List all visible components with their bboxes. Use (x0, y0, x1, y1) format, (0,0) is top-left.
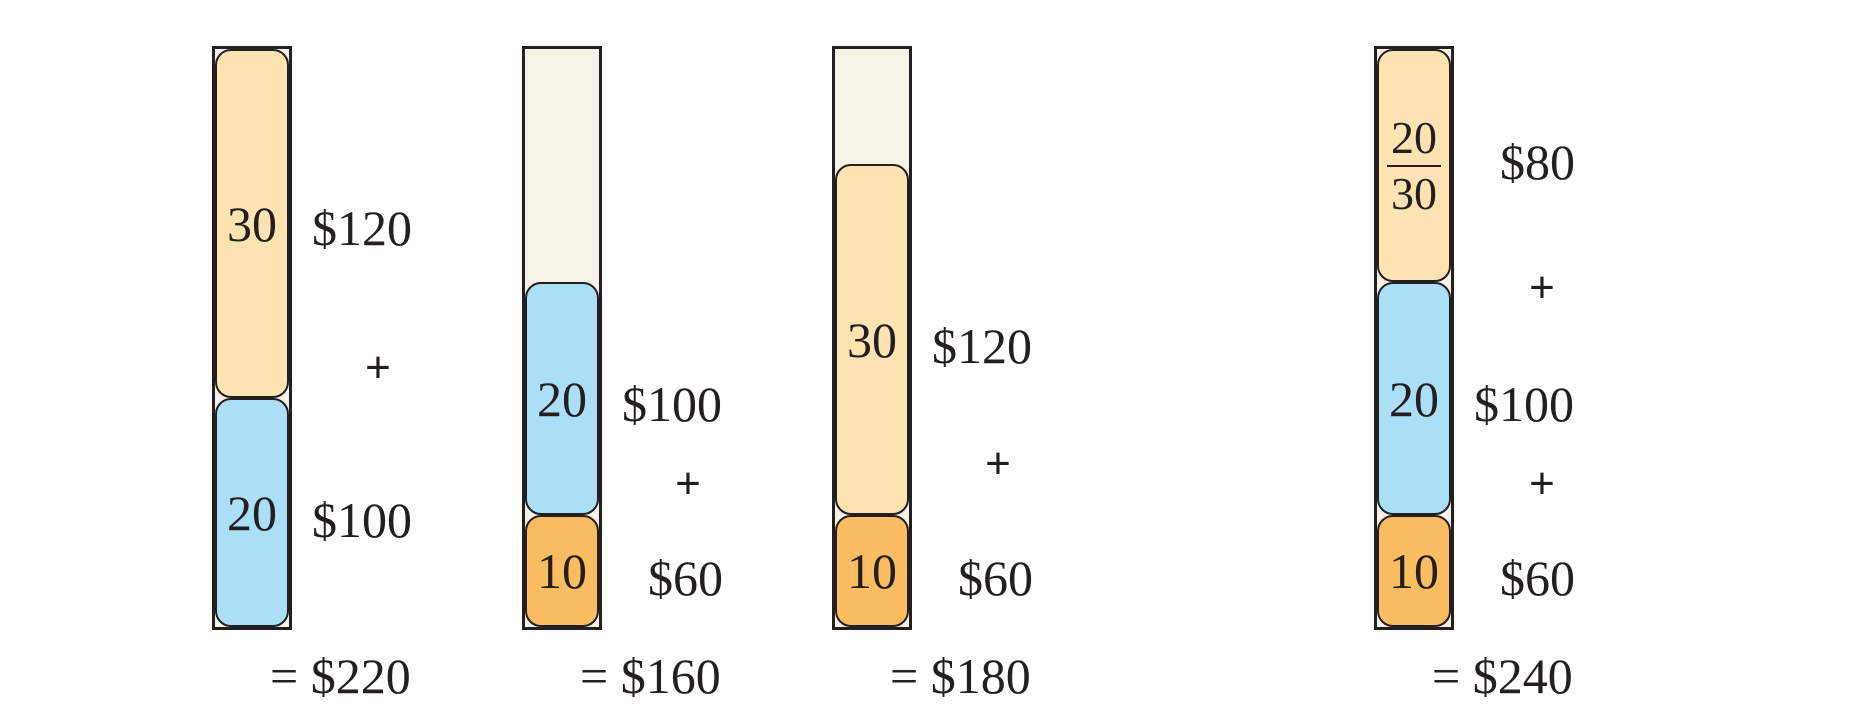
block-20: 20 (525, 282, 599, 515)
block-20: 20 (215, 398, 289, 627)
block-20: 20 (1377, 282, 1451, 515)
block-label: 20 (1389, 370, 1439, 427)
block-label: 10 (537, 543, 587, 599)
cost-label: $80 (1500, 134, 1575, 190)
block-label: 30 (847, 311, 897, 368)
cost-label: $120 (932, 318, 1032, 374)
stack-1: 30 20 (212, 46, 292, 630)
block-10: 10 (525, 515, 599, 627)
cost-label: $60 (1500, 550, 1575, 606)
cost-label: $120 (312, 200, 412, 256)
cost-label: $100 (622, 376, 722, 432)
fraction: 20 30 (1387, 111, 1441, 217)
fraction-denominator: 30 (1387, 164, 1441, 217)
stack-3: 30 10 (832, 46, 912, 630)
stack-4: 20 30 20 10 (1374, 46, 1454, 630)
block-label: 30 (227, 195, 277, 252)
total-label: = $160 (580, 648, 721, 704)
cost-label: $60 (648, 550, 723, 606)
block-fraction: 20 30 (1377, 49, 1451, 282)
plus-sign: + (675, 459, 701, 508)
cost-label: $100 (1474, 376, 1574, 432)
block-30: 30 (215, 49, 289, 398)
block-label: 20 (537, 370, 587, 427)
block-label: 10 (1389, 543, 1439, 599)
plus-sign: + (365, 343, 391, 392)
total-label: = $180 (890, 648, 1031, 704)
total-label: = $240 (1432, 648, 1573, 704)
block-10: 10 (835, 515, 909, 627)
plus-sign: + (1529, 459, 1555, 508)
plus-sign: + (1529, 263, 1555, 312)
block-10: 10 (1377, 515, 1451, 627)
block-label: 20 (227, 484, 277, 541)
total-label: = $220 (270, 648, 411, 704)
plus-sign: + (985, 439, 1011, 488)
cost-label: $60 (958, 550, 1033, 606)
stack-2: 20 10 (522, 46, 602, 630)
cost-label: $100 (312, 492, 412, 548)
fraction-numerator: 20 (1391, 111, 1437, 163)
block-30: 30 (835, 164, 909, 515)
block-label: 10 (847, 543, 897, 599)
